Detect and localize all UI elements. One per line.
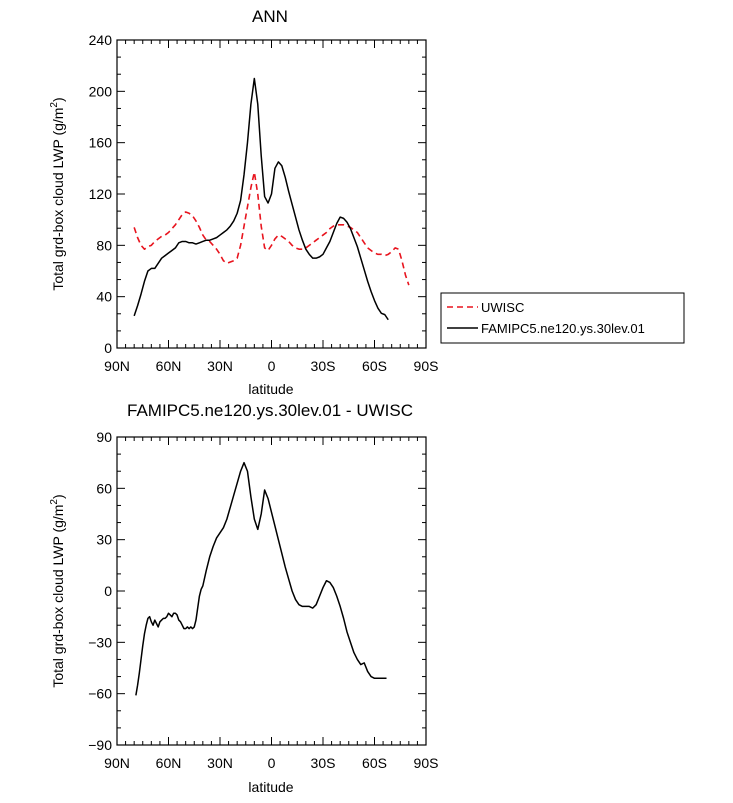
legend: UWISC FAMIPC5.ne120.ys.30lev.01: [440, 292, 685, 344]
bottom-x-tick-label: 30S: [311, 755, 336, 771]
bottom-y-axis-label-tail: ): [50, 494, 66, 499]
bottom-y-axis-label-sup: 2: [49, 499, 60, 505]
top-x-tick-label: 0: [268, 358, 276, 374]
bottom-series-layer: [135, 461, 387, 696]
top-y-tick-label: 80: [96, 237, 112, 253]
legend-label-famipc5: FAMIPC5.ne120.ys.30lev.01: [481, 321, 645, 336]
bottom-x-tick-label: 60S: [362, 755, 387, 771]
top-series-line-1: [133, 77, 389, 321]
top-panel: ANN 0 40 80 120 160 200 240 90N 60N 30N 0 30S 60S 90S…: [49, 7, 685, 397]
bottom-panel: FAMIPC5.ne120.ys.30lev.01 - UWISC −90 −60…: [49, 401, 438, 795]
bottom-y-tick-label: 60: [96, 480, 112, 496]
bottom-y-tick-label: 90: [96, 429, 112, 445]
bottom-x-tick-label: 90N: [104, 755, 130, 771]
bottom-chart-title: FAMIPC5.ne120.ys.30lev.01 - UWISC: [127, 401, 413, 420]
bottom-x-tick-label: 30N: [207, 755, 233, 771]
top-y-tick-label: 0: [104, 340, 112, 356]
bottom-y-tick-label: −30: [88, 634, 112, 650]
top-y-axis-label-main: Total grd-box cloud LWP (g/m: [50, 108, 66, 291]
top-x-tick-label: 90S: [414, 358, 439, 374]
top-y-axis-label-tail: ): [50, 97, 66, 102]
bottom-plot-frame: [116, 436, 427, 746]
top-y-tick-label: 240: [89, 32, 113, 48]
bottom-y-tick-label: −90: [88, 737, 112, 753]
top-y-tick-label: 40: [96, 289, 112, 305]
top-tick-layer: 0 40 80 120 160 200 240 90N 60N 30N 0 30S 60S 90S: [89, 32, 439, 374]
top-series-line-0: [133, 171, 410, 286]
bottom-y-axis-label: Total grd-box cloud LWP (g/m2): [49, 494, 66, 687]
top-x-axis-label: latitude: [248, 381, 293, 397]
bottom-x-tick-label: 90S: [414, 755, 439, 771]
legend-label-uwisc: UWISC: [481, 300, 524, 315]
top-y-axis-label: Total grd-box cloud LWP (g/m2): [49, 97, 66, 290]
bottom-y-axis-label-main: Total grd-box cloud LWP (g/m: [50, 505, 66, 688]
top-y-axis-label-sup: 2: [49, 102, 60, 108]
bottom-series-line-0: [135, 461, 387, 696]
bottom-x-tick-label: 0: [268, 755, 276, 771]
top-x-tick-label: 60S: [362, 358, 387, 374]
bottom-x-tick-label: 60N: [156, 755, 182, 771]
top-x-tick-label: 30N: [207, 358, 233, 374]
top-x-tick-label: 30S: [311, 358, 336, 374]
bottom-y-tick-label: 0: [104, 583, 112, 599]
top-y-tick-label: 160: [89, 135, 113, 151]
top-y-tick-label: 120: [89, 186, 113, 202]
top-series-layer: [133, 77, 410, 321]
legend-box: [440, 292, 685, 344]
top-y-tick-label: 200: [89, 83, 113, 99]
top-x-tick-label: 60N: [156, 358, 182, 374]
bottom-y-tick-label: 30: [96, 532, 112, 548]
bottom-x-axis-label: latitude: [248, 779, 293, 795]
top-chart-title: ANN: [252, 7, 288, 26]
bottom-tick-layer: −90 −60 −30 0 30 60 90 90N 60N 30N 0 30S 60S 90S: [88, 429, 438, 771]
bottom-y-tick-label: −60: [88, 686, 112, 702]
top-x-tick-label: 90N: [104, 358, 130, 374]
